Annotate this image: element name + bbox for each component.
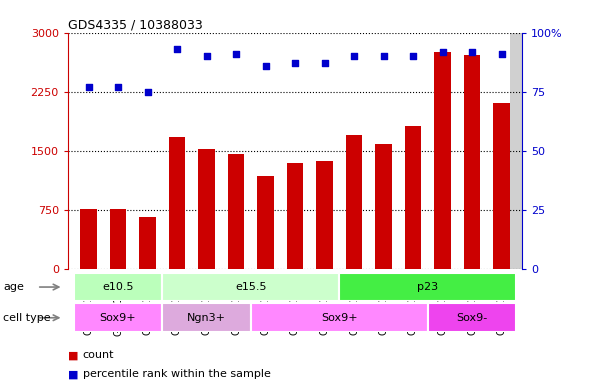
- Text: p23: p23: [417, 282, 438, 292]
- Bar: [74, 33, 103, 269]
- Bar: [339, 273, 516, 301]
- Point: [349, 53, 359, 60]
- Bar: [457, 33, 487, 269]
- Text: GDS4335 / 10388033: GDS4335 / 10388033: [68, 18, 202, 31]
- Point: [290, 60, 300, 66]
- Text: age: age: [3, 282, 24, 292]
- Point: [438, 48, 447, 55]
- Point: [379, 53, 388, 60]
- Point: [202, 53, 211, 60]
- Bar: [192, 33, 221, 269]
- Bar: [405, 126, 421, 269]
- Bar: [316, 161, 333, 269]
- Bar: [434, 52, 451, 269]
- Bar: [280, 33, 310, 269]
- Bar: [103, 33, 133, 269]
- Text: count: count: [83, 350, 114, 360]
- Point: [143, 89, 152, 95]
- Text: Sox9-: Sox9-: [457, 313, 487, 323]
- Bar: [198, 149, 215, 269]
- Text: cell type: cell type: [3, 313, 51, 323]
- Text: ■: ■: [68, 369, 78, 379]
- Point: [408, 53, 418, 60]
- Bar: [251, 303, 428, 332]
- Text: Sox9+: Sox9+: [321, 313, 358, 323]
- Bar: [493, 104, 510, 269]
- Point: [467, 48, 477, 55]
- Bar: [139, 217, 156, 269]
- Bar: [369, 33, 398, 269]
- Bar: [133, 33, 162, 269]
- Bar: [464, 55, 480, 269]
- Text: Ngn3+: Ngn3+: [187, 313, 226, 323]
- Bar: [257, 176, 274, 269]
- Bar: [74, 273, 162, 301]
- Bar: [398, 33, 428, 269]
- Point: [231, 51, 241, 57]
- Bar: [169, 137, 185, 269]
- Bar: [310, 33, 339, 269]
- Bar: [375, 144, 392, 269]
- Point: [497, 51, 506, 57]
- Bar: [162, 33, 192, 269]
- Bar: [428, 33, 457, 269]
- Bar: [251, 33, 280, 269]
- Bar: [162, 303, 251, 332]
- Bar: [228, 154, 244, 269]
- Bar: [80, 209, 97, 269]
- Bar: [74, 303, 162, 332]
- Text: e15.5: e15.5: [235, 282, 267, 292]
- Text: ■: ■: [68, 350, 78, 360]
- Bar: [221, 33, 251, 269]
- Bar: [487, 33, 516, 269]
- Bar: [110, 209, 126, 269]
- Bar: [428, 303, 516, 332]
- Bar: [339, 33, 369, 269]
- Bar: [162, 273, 339, 301]
- Point: [172, 46, 182, 52]
- Point: [84, 84, 93, 90]
- Text: percentile rank within the sample: percentile rank within the sample: [83, 369, 270, 379]
- Text: e10.5: e10.5: [102, 282, 134, 292]
- Bar: [346, 135, 362, 269]
- Point: [320, 60, 329, 66]
- Bar: [287, 162, 303, 269]
- Text: Sox9+: Sox9+: [100, 313, 136, 323]
- Point: [261, 63, 270, 69]
- Point: [113, 84, 123, 90]
